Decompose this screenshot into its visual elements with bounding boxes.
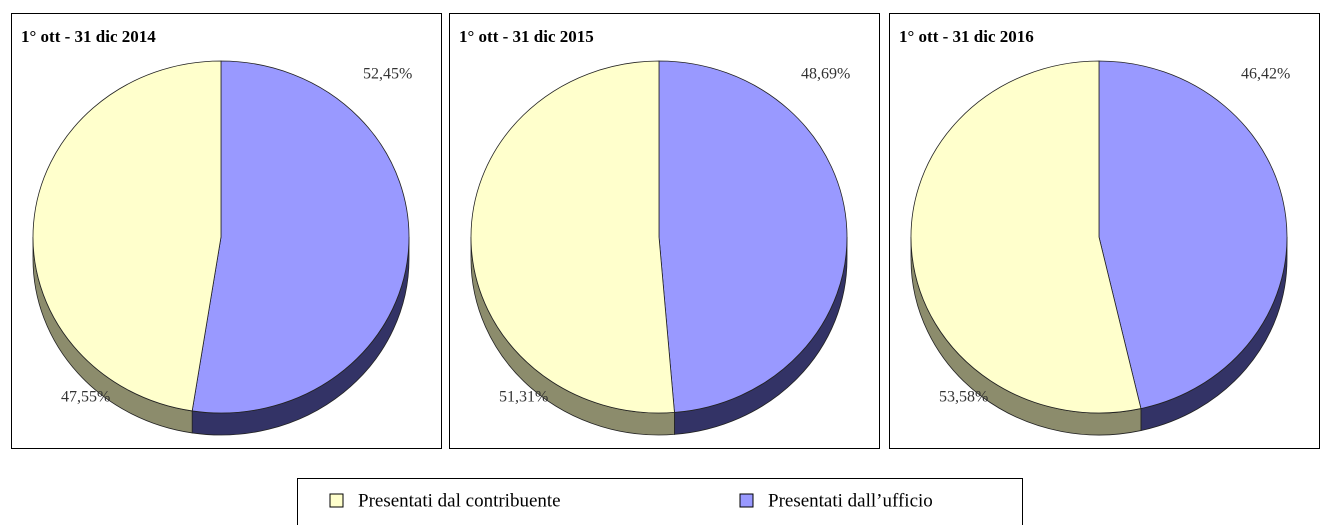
- value-label: 53,58%: [939, 389, 988, 406]
- chart-title: 1° ott - 31 dic 2015: [459, 27, 594, 46]
- legend-swatch: [739, 493, 754, 508]
- pie-slice: [191, 60, 410, 414]
- chart-title: 1° ott - 31 dic 2016: [899, 27, 1034, 46]
- value-label: 48,69%: [801, 66, 850, 83]
- pie-slice: [910, 60, 1142, 414]
- legend-label: Presentati dal contribuente: [358, 490, 561, 511]
- chart-title: 1° ott - 31 dic 2014: [21, 27, 156, 46]
- pie-slice: [32, 60, 222, 412]
- value-label: 51,31%: [499, 389, 548, 406]
- value-label: 52,45%: [363, 66, 412, 83]
- legend-label: Presentati dall’ufficio: [768, 490, 933, 511]
- legend-box: [297, 478, 1023, 525]
- legend-swatch: [329, 493, 344, 508]
- value-label: 47,55%: [61, 389, 110, 406]
- pie-slice: [658, 60, 848, 413]
- value-label: 46,42%: [1241, 66, 1290, 83]
- pie-slice: [1098, 60, 1288, 410]
- pie-slice: [470, 60, 675, 414]
